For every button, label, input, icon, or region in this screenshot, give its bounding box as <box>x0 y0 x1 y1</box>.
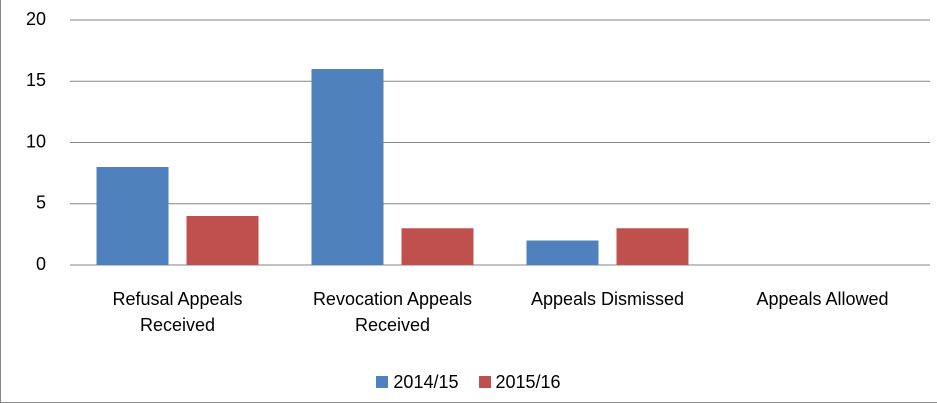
bar <box>616 228 689 265</box>
y-tick-label: 20 <box>26 9 46 29</box>
y-tick-label: 5 <box>36 193 46 213</box>
legend-label: 2015/16 <box>495 372 561 392</box>
legend-item: 2015/16 <box>478 372 561 393</box>
x-tick-label: Refusal Appeals Received <box>112 289 243 335</box>
legend-swatch <box>376 376 389 388</box>
bar <box>401 228 474 265</box>
x-tick-label: Appeals Allowed <box>756 289 889 309</box>
y-tick-label: 10 <box>26 131 46 151</box>
legend-label: 2014/15 <box>393 372 459 392</box>
x-tick-label: Revocation Appeals Received <box>312 289 473 335</box>
y-tick-label: 0 <box>36 254 46 274</box>
legend-swatch <box>478 376 491 388</box>
y-tick-label: 15 <box>26 70 46 90</box>
x-tick-label: Appeals Dismissed <box>530 289 685 309</box>
legend-item: 2014/15 <box>376 372 459 393</box>
legend: 2014/15 2015/16 <box>0 372 937 393</box>
bar <box>526 240 599 265</box>
bar <box>96 167 169 265</box>
bar <box>186 216 259 265</box>
bar <box>311 69 384 265</box>
